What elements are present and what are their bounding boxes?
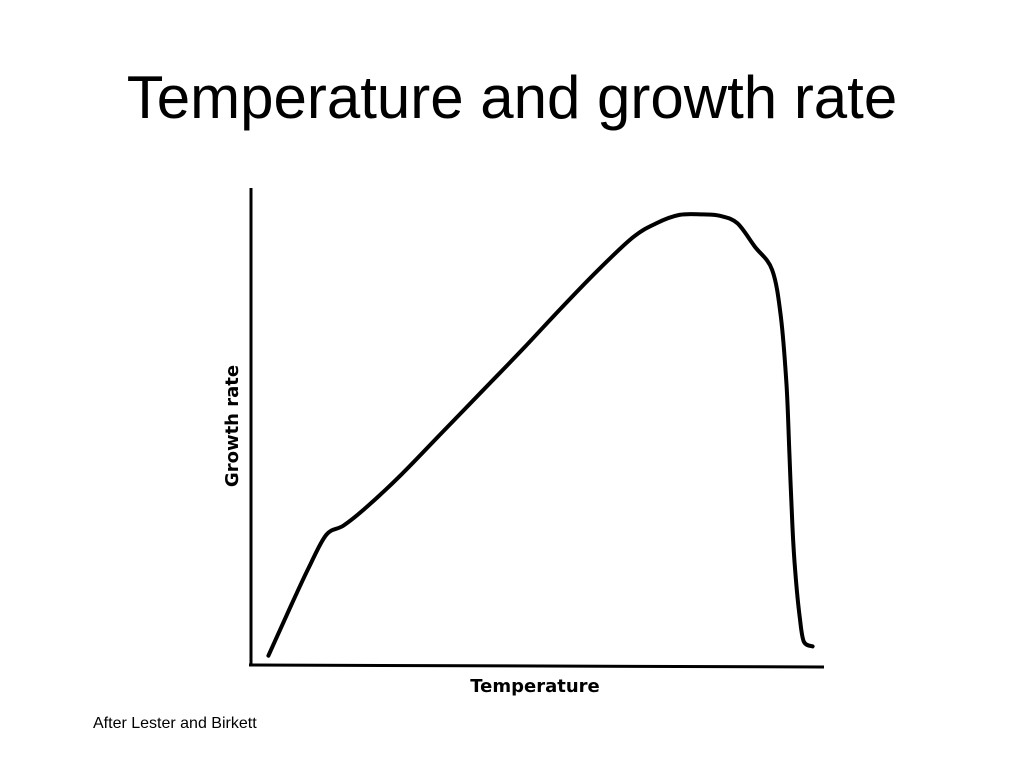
x-axis	[248, 663, 825, 669]
growth-rate-curve	[266, 212, 815, 658]
x-axis-label: Temperature	[470, 676, 599, 697]
y-axis-label: Growth rate	[222, 365, 243, 487]
source-note: After Lester and Birkett	[93, 715, 257, 732]
slide-title: Temperature and growth rate	[126, 64, 898, 131]
